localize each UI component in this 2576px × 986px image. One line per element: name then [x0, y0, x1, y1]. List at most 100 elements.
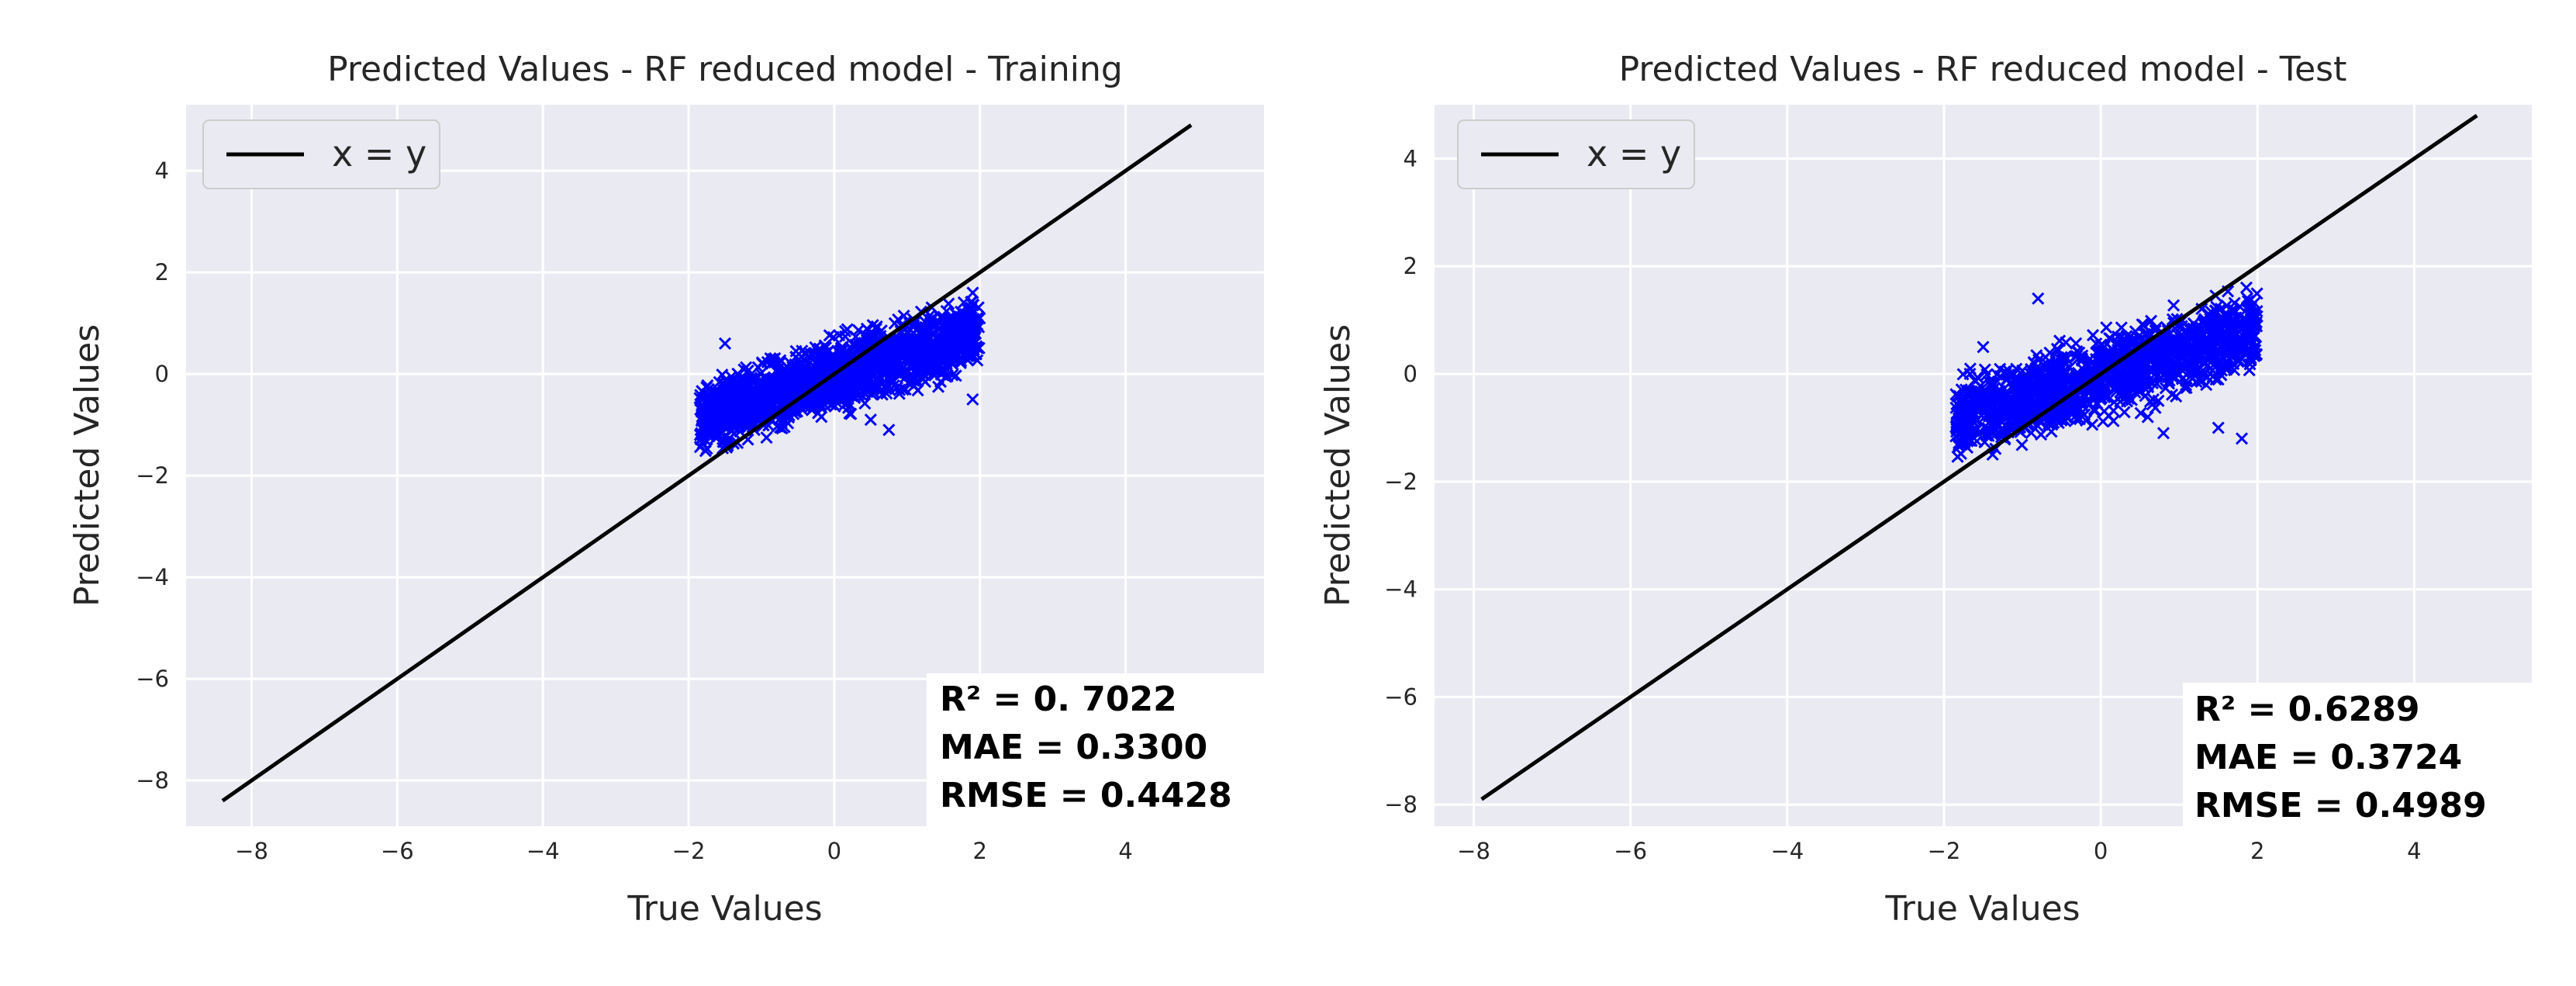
y-tick-label: −2 — [136, 462, 169, 489]
data-point — [1982, 375, 1995, 389]
data-point — [777, 377, 790, 391]
data-point — [2124, 330, 2137, 343]
data-point — [2235, 432, 2249, 445]
data-point — [2250, 305, 2263, 318]
data-point — [908, 373, 921, 386]
data-point — [2001, 398, 2015, 411]
data-point — [885, 340, 898, 353]
data-point — [859, 330, 872, 344]
r2-value: R² = 0. 7022 — [940, 680, 1177, 719]
y-tick-labels: −8 −6 −4 −2 0 2 4 — [136, 157, 169, 794]
data-point — [789, 404, 803, 417]
x-tick-label: 0 — [2094, 838, 2108, 864]
data-point — [966, 286, 979, 299]
data-point — [1980, 368, 1994, 381]
data-point — [969, 348, 982, 361]
x-tick-labels: −8 −6 −4 −2 0 2 4 — [1457, 838, 2421, 864]
data-point — [2090, 337, 2103, 351]
data-point — [2086, 418, 2099, 431]
data-point — [2167, 299, 2181, 312]
data-point — [2032, 292, 2045, 305]
data-point — [864, 413, 877, 427]
data-point — [763, 382, 777, 395]
data-point — [2075, 406, 2088, 419]
data-point — [2170, 327, 2184, 341]
data-point — [948, 322, 961, 335]
data-point — [2236, 334, 2249, 348]
y-tick-labels: −8 −6 −4 −2 0 2 4 — [1384, 145, 1417, 818]
data-point — [2197, 314, 2210, 327]
data-point — [1959, 434, 1972, 448]
data-point — [2182, 320, 2195, 334]
data-point — [949, 307, 962, 321]
data-point — [955, 334, 968, 347]
data-point — [716, 416, 729, 429]
data-point — [2049, 358, 2063, 372]
data-point — [885, 358, 898, 371]
data-point — [879, 380, 892, 393]
data-point — [719, 374, 732, 387]
data-point — [2055, 351, 2068, 364]
data-point — [2090, 346, 2103, 359]
data-point — [703, 429, 716, 443]
x-tick-label: 0 — [827, 838, 841, 864]
data-point — [2005, 411, 2018, 424]
data-point — [838, 324, 851, 338]
data-point — [2219, 333, 2232, 346]
data-point — [2104, 332, 2117, 345]
data-point — [2180, 381, 2193, 394]
data-point — [1959, 424, 1972, 437]
data-point — [2244, 313, 2257, 326]
data-point — [2044, 389, 2057, 403]
data-point — [2134, 407, 2147, 420]
legend-label: x = y — [332, 133, 426, 175]
data-point — [2222, 316, 2235, 329]
data-point — [1990, 411, 2003, 425]
data-point — [1951, 450, 1964, 463]
x-tick-label: 4 — [1118, 838, 1132, 864]
data-point — [2167, 337, 2181, 351]
x-tick-label: −8 — [1457, 838, 1490, 864]
x-tick-label: −2 — [672, 838, 706, 864]
data-point — [1956, 413, 1970, 426]
y-axis-label: Predicted Values — [67, 324, 107, 607]
legend: x = y — [1457, 119, 1695, 189]
identity-line-layer — [1480, 113, 2478, 801]
data-point — [931, 380, 945, 393]
data-point — [2079, 359, 2092, 372]
data-point — [701, 403, 714, 417]
data-point — [715, 395, 728, 408]
data-point — [2212, 343, 2226, 356]
data-point — [782, 409, 796, 422]
mae-value: MAE = 0.3724 — [2194, 738, 2462, 777]
data-point — [1986, 427, 1999, 440]
x-tick-label: 2 — [972, 838, 986, 864]
data-point — [941, 345, 955, 358]
x-tick-label: −4 — [1770, 838, 1804, 864]
data-point — [860, 376, 873, 389]
data-point — [2229, 305, 2243, 318]
test-chart: −8 −6 −4 −2 0 2 4 −8 −6 −4 −2 0 2 4 Predicted Values… — [1318, 50, 2532, 929]
data-point — [2163, 365, 2177, 378]
data-point — [2120, 330, 2133, 343]
data-point — [964, 323, 977, 337]
stats-box: R² = 0. 7022 MAE = 0.3300 RMSE = 0.4428 — [927, 673, 1268, 826]
data-point — [2170, 389, 2183, 403]
legend: x = y — [202, 119, 440, 189]
data-point — [2109, 375, 2122, 388]
data-point — [2112, 336, 2125, 349]
y-tick-label: 4 — [1404, 145, 1417, 171]
data-point — [2194, 375, 2208, 388]
data-point — [2160, 341, 2173, 354]
data-point — [2156, 427, 2170, 440]
data-point — [760, 431, 773, 445]
data-point — [727, 418, 740, 431]
data-point — [820, 351, 834, 365]
y-tick-label: 2 — [1404, 253, 1417, 279]
data-point — [1999, 411, 2012, 425]
y-tick-label: 2 — [155, 259, 169, 285]
data-point — [2247, 313, 2260, 327]
data-point — [2219, 359, 2232, 372]
data-point — [2101, 351, 2114, 364]
data-point — [2239, 281, 2253, 294]
